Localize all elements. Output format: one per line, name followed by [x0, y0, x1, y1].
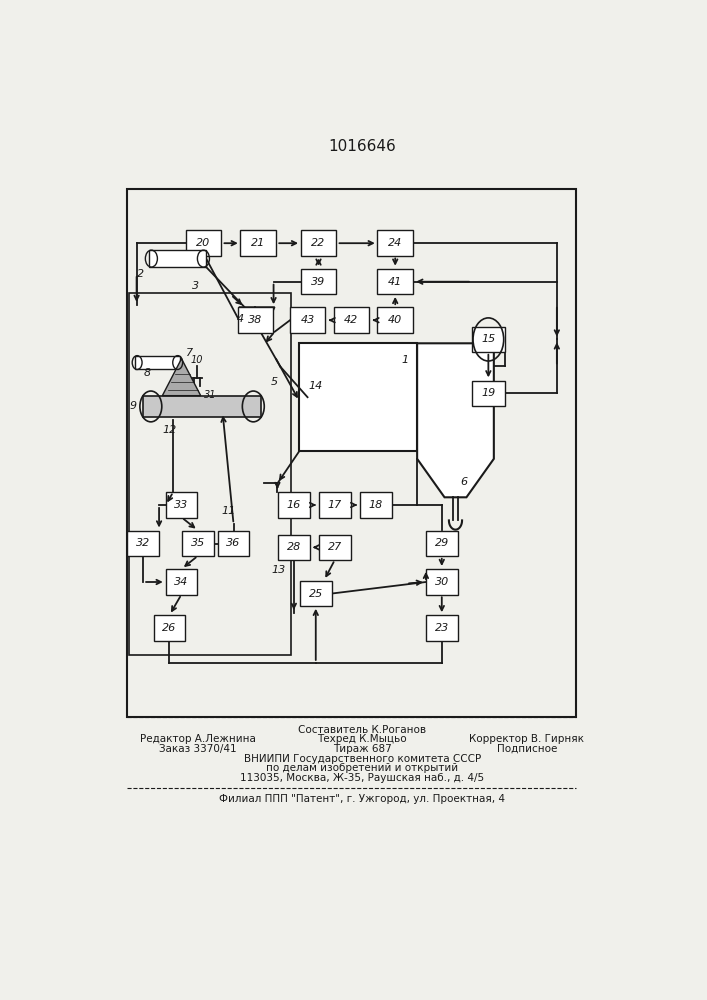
Text: Техред К.Мыцьо: Техред К.Мыцьо	[317, 734, 407, 744]
Text: Подписное: Подписное	[496, 744, 557, 754]
Bar	[426, 531, 457, 556]
Text: 36: 36	[226, 538, 240, 548]
Bar	[300, 230, 337, 256]
Text: 19: 19	[481, 388, 496, 398]
Bar	[319, 492, 351, 518]
Polygon shape	[239, 307, 275, 332]
Text: 40: 40	[388, 315, 402, 325]
Text: 38: 38	[248, 315, 262, 325]
Text: 5: 5	[271, 377, 279, 387]
Bar	[472, 381, 505, 406]
Text: 18: 18	[369, 500, 383, 510]
Text: Составитель К.Роганов: Составитель К.Роганов	[298, 725, 426, 735]
Text: 41: 41	[388, 277, 402, 287]
Bar	[378, 307, 413, 333]
Text: Редактор А.Лежнина: Редактор А.Лежнина	[140, 734, 256, 744]
Bar	[135, 356, 180, 369]
Text: 15: 15	[481, 334, 496, 344]
Bar	[378, 230, 413, 256]
Text: 23: 23	[435, 623, 449, 633]
Text: ВНИИПИ Государственного комитета СССР: ВНИИПИ Государственного комитета СССР	[244, 754, 481, 764]
Text: 11: 11	[221, 506, 235, 516]
Text: 34: 34	[175, 577, 189, 587]
Text: 21: 21	[251, 238, 265, 248]
Text: по делам изобретений и открытий: по делам изобретений и открытий	[267, 763, 458, 773]
Bar	[153, 615, 185, 641]
Text: 10: 10	[191, 355, 203, 365]
Text: 22: 22	[311, 238, 326, 248]
Text: 39: 39	[311, 277, 326, 287]
Bar	[127, 531, 159, 556]
Bar	[299, 343, 417, 451]
Bar	[148, 250, 206, 267]
Bar	[186, 230, 221, 256]
Text: 27: 27	[328, 542, 342, 552]
Bar	[127, 189, 576, 717]
Text: 17: 17	[328, 500, 342, 510]
Polygon shape	[417, 343, 494, 497]
Text: 1: 1	[402, 355, 409, 365]
Text: 42: 42	[344, 315, 358, 325]
Bar	[165, 569, 197, 595]
Bar	[240, 230, 276, 256]
Bar	[426, 615, 457, 641]
Text: 26: 26	[163, 623, 177, 633]
Text: 29: 29	[435, 538, 449, 548]
Text: 2: 2	[137, 269, 144, 279]
Text: 1016646: 1016646	[329, 139, 396, 154]
Text: 6: 6	[460, 477, 467, 487]
Text: 13: 13	[272, 565, 286, 575]
Bar	[278, 535, 310, 560]
Polygon shape	[163, 359, 201, 396]
Bar	[378, 269, 413, 294]
Text: 4: 4	[237, 314, 244, 324]
Bar	[238, 307, 274, 333]
Bar	[290, 307, 325, 333]
Bar	[360, 492, 392, 518]
Text: 30: 30	[435, 577, 449, 587]
Text: 32: 32	[136, 538, 151, 548]
Text: 20: 20	[197, 238, 211, 248]
Text: 31: 31	[204, 390, 216, 400]
Text: 43: 43	[300, 315, 315, 325]
Text: Корректор В. Гирняк: Корректор В. Гирняк	[469, 734, 584, 744]
Bar	[472, 327, 505, 352]
Text: 24: 24	[388, 238, 402, 248]
Bar	[144, 396, 261, 417]
Text: 113035, Москва, Ж-35, Раушская наб., д. 4/5: 113035, Москва, Ж-35, Раушская наб., д. …	[240, 773, 484, 783]
Bar	[319, 535, 351, 560]
Text: Заказ 3370/41: Заказ 3370/41	[159, 744, 237, 754]
Text: 35: 35	[191, 538, 205, 548]
Bar	[129, 293, 291, 655]
Text: 33: 33	[175, 500, 189, 510]
Bar	[278, 492, 310, 518]
Text: 28: 28	[287, 542, 301, 552]
Text: 16: 16	[287, 500, 301, 510]
Bar	[165, 492, 197, 518]
Text: 12: 12	[163, 425, 177, 435]
Bar	[300, 581, 332, 606]
Text: 14: 14	[309, 381, 323, 391]
Text: 8: 8	[144, 368, 151, 378]
Text: 7: 7	[186, 348, 193, 358]
Text: 9: 9	[130, 401, 137, 411]
Text: 25: 25	[309, 589, 323, 599]
Text: 3: 3	[192, 281, 199, 291]
Bar	[300, 269, 337, 294]
Text: Филиал ППП "Патент", г. Ужгород, ул. Проектная, 4: Филиал ППП "Патент", г. Ужгород, ул. Про…	[219, 794, 506, 804]
Bar	[426, 569, 457, 595]
Text: Тираж 687: Тираж 687	[333, 744, 392, 754]
Bar	[334, 307, 369, 333]
Bar	[218, 531, 250, 556]
Bar	[182, 531, 214, 556]
